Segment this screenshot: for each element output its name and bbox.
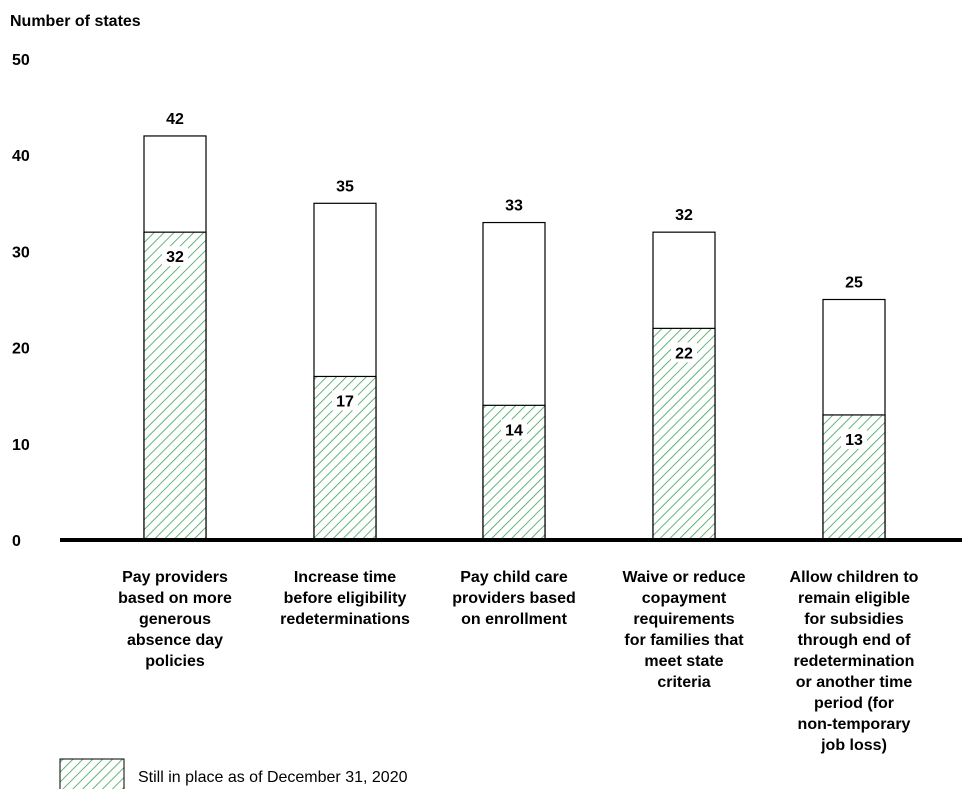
bar-still-in-place [652,327,716,541]
inner-label-bg [162,246,188,267]
bar-still-label: 13 [845,432,863,449]
bar-still-label: 14 [505,422,523,439]
category-label: Allow children to remain eligible for subs… [790,569,919,754]
category-label-line: Pay child care [460,569,568,586]
category-label-line: for families that [624,632,744,649]
inner-label-bg [841,428,867,449]
y-tick-label: 20 [12,341,30,358]
bars: 42 32 35 17 33 14 32 22 25 13 [143,111,886,541]
bar-total-label: 32 [675,207,693,224]
category-label-line: meet state [644,653,723,670]
bar-still-in-place [143,231,207,541]
bar-total-label: 33 [505,198,523,215]
category-label-line: or another time [796,674,913,691]
category-label-line: absence day [127,632,223,649]
legend: Still in place as of December 31, 2020 [59,758,408,789]
category-labels: Pay providers based on more generous absenc… [118,569,919,754]
category-label-line: Pay providers [122,569,228,586]
y-tick-label: 10 [12,437,30,454]
category-label-line: through end of [798,632,912,649]
category-label: Pay providers based on more generous absenc… [118,569,232,670]
legend-label: Still in place as of December 31, 2020 [138,769,408,786]
y-tick-label: 0 [12,533,21,550]
y-axis-title: Number of states [10,13,141,30]
category-label-line: requirements [633,611,734,628]
category-label-line: before eligibility [284,590,407,607]
y-tick-label: 50 [12,52,30,69]
category-label-line: for subsidies [804,611,904,628]
category-label-line: job loss) [820,737,887,754]
category-label: Waive or reduce copayment requirements for … [622,569,745,691]
category-label-line: Waive or reduce [622,569,745,586]
inner-label-bg [671,342,697,363]
bar-still-label: 32 [166,249,184,266]
category-label-line: based on more [118,590,232,607]
category-label-line: providers based [452,590,576,607]
category-label-line: period (for [814,695,894,712]
inner-label-bg [332,390,358,411]
y-tick-label: 40 [12,148,30,165]
legend-swatch [59,758,125,789]
category-label: Pay child care providers based on enrollme… [452,569,576,628]
category-label-line: Increase time [294,569,396,586]
bar-still-label: 17 [336,393,354,410]
category-label-line: remain eligible [798,590,910,607]
inner-label-bg [501,419,527,440]
category-label-line: on enrollment [461,611,567,628]
bar-total-label: 42 [166,111,184,128]
y-tick-label: 30 [12,244,30,261]
category-label-line: Allow children to [790,569,919,586]
bar-total-label: 25 [845,275,863,292]
category-label-line: policies [145,653,205,670]
bar-total-label: 35 [336,178,354,195]
category-label-line: criteria [657,674,710,691]
category-label-line: generous [139,611,211,628]
y-axis-ticks: 0 10 20 30 40 50 [12,52,30,550]
category-label: Increase time before eligibility redetermi… [280,569,410,628]
category-label-line: redeterminations [280,611,410,628]
category-label-line: non-temporary [798,716,911,733]
bar-still-label: 22 [675,345,693,362]
category-label-line: copayment [642,590,727,607]
category-label-line: redetermination [794,653,915,670]
